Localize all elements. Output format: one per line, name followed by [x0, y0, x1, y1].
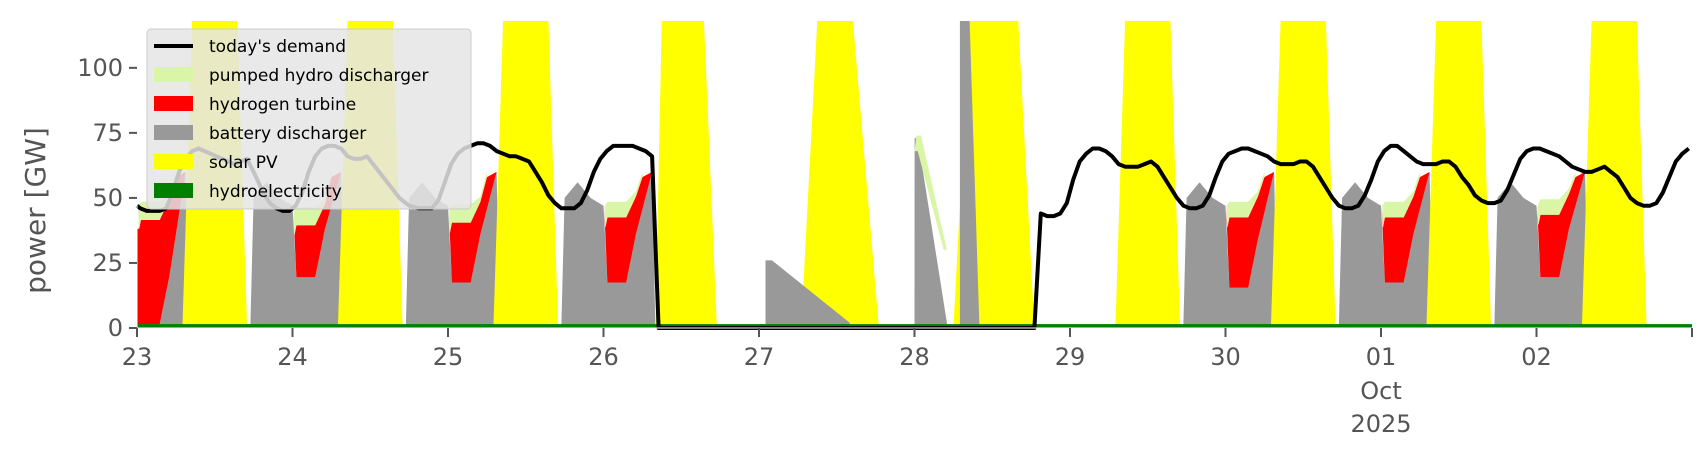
legend-swatch: [154, 67, 193, 82]
solar-area: [1270, 21, 1336, 328]
legend-label: battery discharger: [209, 124, 366, 144]
solar-area: [801, 21, 879, 328]
x-secondary-label: Oct: [1360, 377, 1402, 405]
x-tick-label: 23: [122, 343, 153, 371]
y-tick-label: 25: [92, 249, 123, 277]
legend: today's demand pumped hydro discharger hyd…: [146, 28, 472, 210]
x-tick-label: 29: [1055, 343, 1086, 371]
x-tick-label: 28: [899, 343, 930, 371]
pumped-hydro-area: [138, 171, 176, 231]
hydrogen-area: [1226, 171, 1275, 288]
pumped-hydro-area: [293, 171, 332, 236]
legend-swatch: [154, 183, 193, 198]
legend-swatch: [154, 96, 193, 111]
legend-swatch: [154, 154, 193, 169]
solar-area: [655, 21, 717, 328]
legend-label: pumped hydro discharger: [209, 66, 428, 86]
battery-area: [250, 171, 345, 328]
hydrogen-area: [1381, 171, 1430, 283]
pumped-hydro-area: [1226, 171, 1265, 228]
solar-area: [1115, 21, 1181, 328]
battery-area: [1338, 171, 1433, 328]
x-tick-label: 30: [1210, 343, 1241, 371]
battery-area: [914, 138, 947, 328]
legend-label: hydroelectricity: [209, 182, 342, 202]
x-tick-label: 24: [277, 343, 308, 371]
pumped-hydro-area: [604, 171, 643, 228]
battery-area: [1183, 171, 1278, 328]
y-tick-label: 75: [92, 119, 123, 147]
battery-area: [959, 21, 980, 328]
x-tick-label: 02: [1521, 343, 1552, 371]
hydrogen-area: [604, 171, 653, 283]
y-tick-label: 100: [77, 54, 123, 82]
y-axis-title: power [GW]: [19, 127, 52, 294]
x-tick-label: 25: [433, 343, 464, 371]
hydrogen-area: [448, 171, 497, 283]
battery-area: [137, 171, 189, 328]
x-secondary-label: 2025: [1350, 410, 1411, 438]
legend-label: hydrogen turbine: [209, 95, 356, 115]
battery-area: [405, 171, 500, 328]
pumped-hydro-area: [449, 171, 487, 233]
legend-label: today's demand: [209, 37, 346, 57]
x-tick-label: 27: [744, 343, 775, 371]
legend-label: solar PV: [209, 153, 278, 173]
pumped-hydro-area: [914, 135, 947, 250]
legend-box: [146, 28, 472, 210]
y-tick-label: 50: [92, 184, 123, 212]
y-tick-label: 0: [108, 314, 123, 342]
pumped-hydro-area: [1537, 171, 1576, 226]
x-tick-label: 26: [588, 343, 619, 371]
x-tick-label: 01: [1366, 343, 1397, 371]
axes: 0 25 50 75 100 power [GW] 23 24 25 26 27 28 29 30 01 02…: [19, 21, 1693, 438]
solar-area: [493, 21, 559, 328]
battery-area: [561, 171, 656, 328]
battery-area: [1494, 171, 1589, 328]
legend-swatch: [154, 125, 193, 140]
hydrogen-area: [137, 226, 154, 328]
hydrogen-area: [1537, 171, 1586, 278]
battery-area: [765, 260, 850, 328]
pumped-hydro-area: [1382, 171, 1420, 228]
